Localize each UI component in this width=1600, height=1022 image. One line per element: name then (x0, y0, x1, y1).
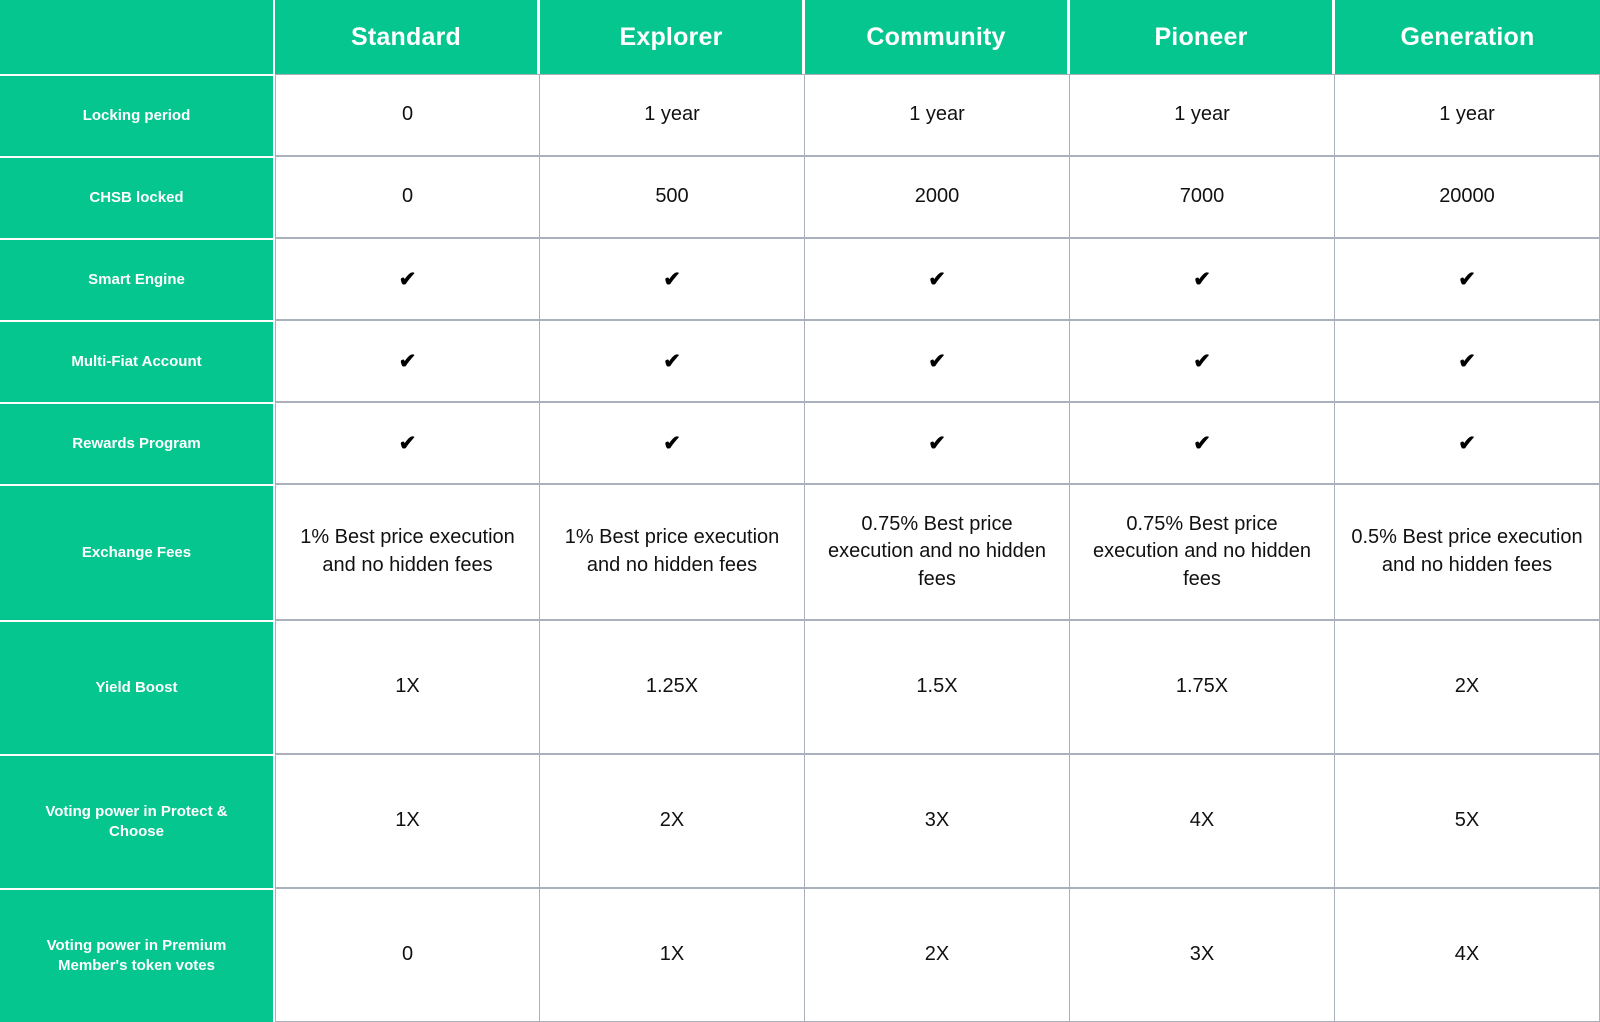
cell-exchange-fees-generation: 0.5% Best price execution and no hidden … (1335, 484, 1600, 620)
table-header-row: Standard Explorer Community Pioneer Gene… (0, 0, 1600, 74)
feature-label-locking-period: Locking period (0, 74, 275, 156)
table-row: Locking period 0 1 year 1 year 1 year 1 … (0, 74, 1600, 156)
cell-voting-premium-generation: 4X (1335, 888, 1600, 1022)
cell-voting-protect-standard: 1X (275, 754, 540, 888)
plan-header-generation: Generation (1335, 0, 1600, 74)
feature-label-exchange-fees: Exchange Fees (0, 484, 275, 620)
check-icon-multi-fiat-explorer: ✔ (540, 320, 805, 402)
cell-voting-protect-community: 3X (805, 754, 1070, 888)
cell-chsb-locked-pioneer: 7000 (1070, 156, 1335, 238)
check-icon-smart-engine-community: ✔ (805, 238, 1070, 320)
check-icon-smart-engine-explorer: ✔ (540, 238, 805, 320)
check-icon-multi-fiat-generation: ✔ (1335, 320, 1600, 402)
cell-voting-premium-explorer: 1X (540, 888, 805, 1022)
feature-label-yield-boost: Yield Boost (0, 620, 275, 754)
check-icon-rewards-explorer: ✔ (540, 402, 805, 484)
table-row: Voting power in Protect & Choose 1X 2X 3… (0, 754, 1600, 888)
check-icon-multi-fiat-community: ✔ (805, 320, 1070, 402)
cell-voting-premium-standard: 0 (275, 888, 540, 1022)
table-row: Exchange Fees 1% Best price execution an… (0, 484, 1600, 620)
table-row: Smart Engine ✔ ✔ ✔ ✔ ✔ (0, 238, 1600, 320)
plan-header-explorer: Explorer (540, 0, 805, 74)
feature-label-multi-fiat-account: Multi-Fiat Account (0, 320, 275, 402)
cell-chsb-locked-community: 2000 (805, 156, 1070, 238)
cell-chsb-locked-standard: 0 (275, 156, 540, 238)
table-row: Rewards Program ✔ ✔ ✔ ✔ ✔ (0, 402, 1600, 484)
cell-yield-boost-generation: 2X (1335, 620, 1600, 754)
table-body: Locking period 0 1 year 1 year 1 year 1 … (0, 74, 1600, 1022)
check-icon-smart-engine-standard: ✔ (275, 238, 540, 320)
cell-exchange-fees-explorer: 1% Best price execution and no hidden fe… (540, 484, 805, 620)
table-corner-cell (0, 0, 275, 74)
table-row: Multi-Fiat Account ✔ ✔ ✔ ✔ ✔ (0, 320, 1600, 402)
check-icon-rewards-standard: ✔ (275, 402, 540, 484)
cell-exchange-fees-pioneer: 0.75% Best price execution and no hidden… (1070, 484, 1335, 620)
check-icon-multi-fiat-pioneer: ✔ (1070, 320, 1335, 402)
cell-chsb-locked-generation: 20000 (1335, 156, 1600, 238)
check-icon-smart-engine-pioneer: ✔ (1070, 238, 1335, 320)
cell-exchange-fees-standard: 1% Best price execution and no hidden fe… (275, 484, 540, 620)
cell-voting-protect-explorer: 2X (540, 754, 805, 888)
plan-header-community: Community (805, 0, 1070, 74)
check-icon-smart-engine-generation: ✔ (1335, 238, 1600, 320)
table-row: Voting power in Premium Member's token v… (0, 888, 1600, 1022)
cell-voting-protect-pioneer: 4X (1070, 754, 1335, 888)
check-icon-rewards-generation: ✔ (1335, 402, 1600, 484)
cell-exchange-fees-community: 0.75% Best price execution and no hidden… (805, 484, 1070, 620)
table-row: CHSB locked 0 500 2000 7000 20000 (0, 156, 1600, 238)
table-row: Yield Boost 1X 1.25X 1.5X 1.75X 2X (0, 620, 1600, 754)
cell-yield-boost-pioneer: 1.75X (1070, 620, 1335, 754)
cell-voting-premium-pioneer: 3X (1070, 888, 1335, 1022)
feature-label-smart-engine: Smart Engine (0, 238, 275, 320)
cell-chsb-locked-explorer: 500 (540, 156, 805, 238)
feature-label-chsb-locked: CHSB locked (0, 156, 275, 238)
cell-yield-boost-explorer: 1.25X (540, 620, 805, 754)
cell-locking-period-generation: 1 year (1335, 74, 1600, 156)
cell-voting-premium-community: 2X (805, 888, 1070, 1022)
feature-label-voting-power-premium-token-votes: Voting power in Premium Member's token v… (0, 888, 275, 1022)
check-icon-rewards-community: ✔ (805, 402, 1070, 484)
cell-yield-boost-standard: 1X (275, 620, 540, 754)
check-icon-multi-fiat-standard: ✔ (275, 320, 540, 402)
cell-yield-boost-community: 1.5X (805, 620, 1070, 754)
plan-header-pioneer: Pioneer (1070, 0, 1335, 74)
check-icon-rewards-pioneer: ✔ (1070, 402, 1335, 484)
plan-header-standard: Standard (275, 0, 540, 74)
cell-locking-period-explorer: 1 year (540, 74, 805, 156)
cell-voting-protect-generation: 5X (1335, 754, 1600, 888)
feature-label-rewards-program: Rewards Program (0, 402, 275, 484)
feature-label-voting-power-protect-choose: Voting power in Protect & Choose (0, 754, 275, 888)
cell-locking-period-standard: 0 (275, 74, 540, 156)
cell-locking-period-community: 1 year (805, 74, 1070, 156)
cell-locking-period-pioneer: 1 year (1070, 74, 1335, 156)
